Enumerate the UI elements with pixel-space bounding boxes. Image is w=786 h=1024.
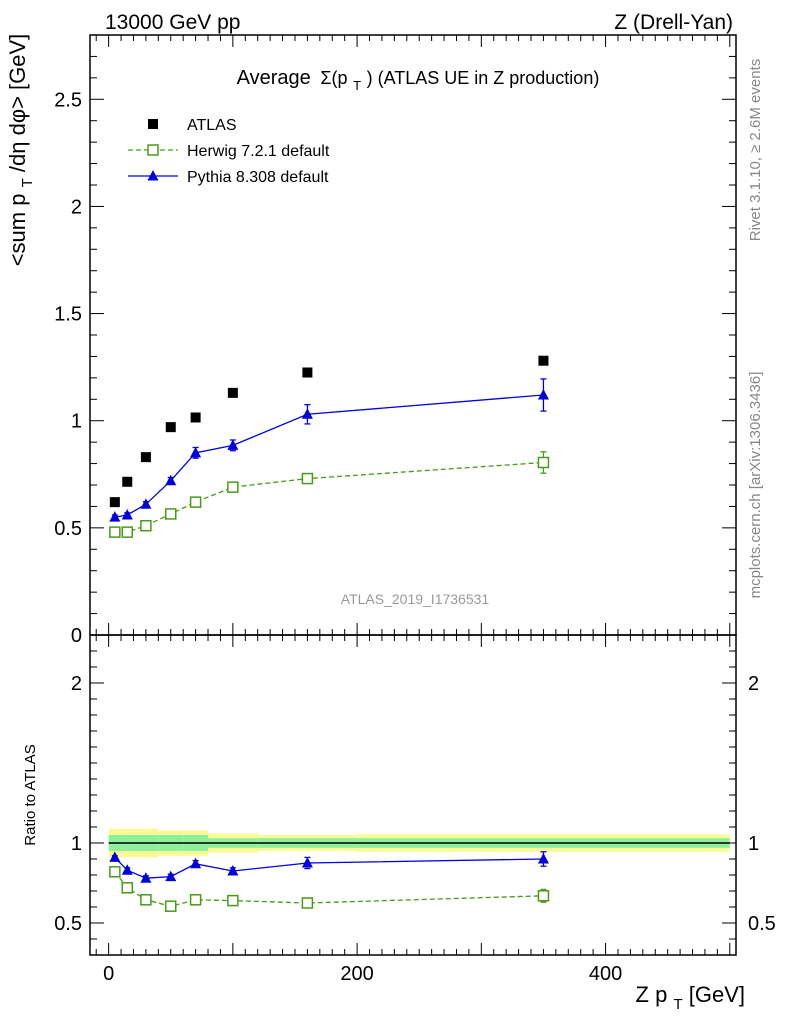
- series-2-ratio-line: [114, 856, 544, 879]
- series-1-ratio-point: [537, 890, 550, 902]
- series-2-line: [114, 394, 544, 518]
- series-0-point: [302, 367, 313, 378]
- ratio-panel-frame: [89, 634, 737, 956]
- rivet-label: Rivet 3.1.10, ≥ 2.6M events: [747, 59, 764, 242]
- x-tick-label: 400: [589, 963, 622, 985]
- legend-label: Pythia 8.308 default: [187, 169, 329, 186]
- x-axis-label: Z p T [GeV]: [636, 982, 745, 1014]
- series-2-point: [537, 389, 549, 400]
- y-tick-label: 0: [71, 625, 82, 647]
- series-0-point: [227, 387, 238, 398]
- legend-label: ATLAS: [187, 117, 237, 134]
- series-2-ratio-point: [227, 865, 239, 876]
- series-1-point: [227, 481, 239, 493]
- series-2-point: [301, 408, 313, 419]
- series-2-ratio-point: [140, 872, 152, 883]
- main-panel-ticks: 0 0.5 1 1.5 2 2.5: [54, 34, 736, 647]
- legend: ATLAS Herwig 7.2.1 default Pythia 8.308 de…: [128, 117, 330, 186]
- ratio-y-tick-label: 1: [71, 833, 82, 855]
- legend-marker: [147, 170, 159, 181]
- series-1-ratio-point: [109, 866, 121, 878]
- chart-title-sub: T: [353, 78, 361, 93]
- mcplots-label: mcplots.cern.ch [arXiv:1306.3436]: [747, 372, 764, 599]
- series-1-point: [537, 456, 550, 469]
- series-2-point: [140, 498, 152, 509]
- main-panel-series: [109, 355, 550, 538]
- ratio-y-tick-label-right: 2: [748, 673, 759, 695]
- series-2-point: [165, 474, 177, 486]
- ratio-panel-ticks: 0 200 400 0.5 0.5 1 1 2 2: [54, 635, 776, 985]
- x-axis-label-b: [GeV]: [689, 982, 745, 1007]
- series-2-ratio-point: [121, 864, 133, 875]
- x-axis-label-sub: T: [673, 996, 682, 1013]
- x-axis-label-a: Z p: [636, 982, 668, 1007]
- series-1-ratio-point: [140, 894, 152, 906]
- y-axis-label-main-sub: T: [19, 178, 36, 187]
- y-axis-label-ratio: Ratio to ATLAS: [22, 744, 39, 845]
- series-1-point: [140, 519, 152, 532]
- series-2-ratio-point: [109, 851, 121, 862]
- series-2-ratio-point: [537, 853, 549, 864]
- ratio-panel-series: [109, 851, 550, 912]
- series-2-point: [190, 446, 202, 458]
- series-1-ratio-line: [114, 871, 544, 907]
- y-tick-label: 2.5: [54, 89, 82, 111]
- y-tick-label: 1.5: [54, 304, 82, 326]
- chart-title-suffix: ) (ATLAS UE in Z production): [367, 68, 600, 88]
- series-1-point: [121, 526, 134, 538]
- series-1-ratio-point: [301, 897, 314, 909]
- ratio-uncertainty-bands: [108, 828, 730, 858]
- header-left: 13000 GeV pp: [105, 11, 240, 34]
- ratio-y-tick-label: 0.5: [54, 913, 82, 935]
- ratio-y-tick-label-right: 1: [748, 833, 759, 855]
- ratio-y-tick-label: 2: [71, 673, 82, 695]
- series-1-ratio-point: [189, 894, 202, 906]
- legend-label: Herwig 7.2.1 default: [187, 143, 330, 160]
- series-1-line: [114, 461, 544, 533]
- series-0-point: [165, 422, 176, 433]
- y-tick-label: 0.5: [54, 518, 82, 540]
- ratio-y-tick-label-right: 0.5: [748, 913, 776, 935]
- y-tick-label: 1: [71, 411, 82, 433]
- series-1-point: [189, 496, 202, 508]
- series-0-point: [109, 497, 120, 508]
- y-tick-label: 2: [71, 196, 82, 218]
- series-1-point: [109, 526, 121, 538]
- series-2-point: [109, 511, 121, 522]
- series-1-point: [165, 508, 177, 520]
- chart-title: Average Σ(p T ) (ATLAS UE in Z productio…: [237, 67, 600, 95]
- chart-title-prefix: Average: [237, 67, 311, 89]
- series-2-ratio-point: [165, 870, 177, 882]
- series-0-point: [122, 476, 133, 487]
- series-1-ratio-point: [165, 900, 177, 912]
- series-2-point: [121, 509, 133, 520]
- x-tick-label: 200: [340, 963, 373, 985]
- y-axis-label-main: <sum p T /dη dφ> [GeV]: [5, 34, 37, 267]
- series-1-ratio-point: [227, 894, 239, 907]
- series-0-point: [538, 355, 549, 366]
- header-right: Z (Drell-Yan): [614, 11, 733, 34]
- series-1-ratio-point: [121, 882, 134, 894]
- y-axis-label-main-a: <sum p: [5, 194, 30, 267]
- series-1-point: [301, 472, 314, 485]
- chart-title-sigma: Σ(p: [320, 68, 347, 88]
- series-2-point: [227, 439, 239, 450]
- legend-marker: [147, 144, 159, 156]
- series-2-ratio-point: [190, 857, 202, 869]
- analysis-watermark: ATLAS_2019_I1736531: [341, 591, 490, 607]
- legend-marker: [148, 119, 158, 129]
- series-0-point: [190, 412, 201, 423]
- y-axis-label-main-b: /dη dφ> [GeV]: [5, 34, 30, 172]
- x-tick-label: 0: [103, 963, 114, 985]
- series-0-point: [140, 452, 151, 463]
- series-2-ratio-point: [301, 857, 313, 868]
